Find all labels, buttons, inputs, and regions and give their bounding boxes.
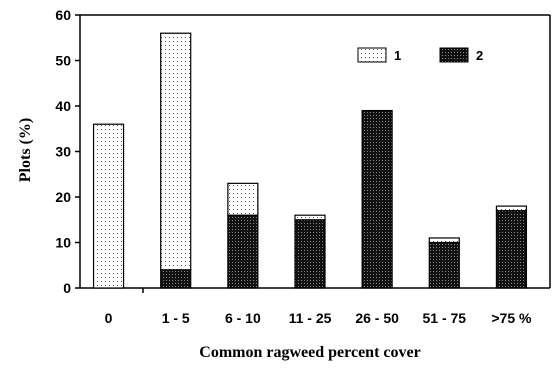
bar-series-2 xyxy=(361,109,393,289)
y-axis-ticks: 0 10 20 30 40 50 60 xyxy=(55,7,80,296)
legend-label-series-1: 1 xyxy=(394,48,401,63)
bar-series-1 xyxy=(294,214,326,221)
y-tick-label: 0 xyxy=(63,280,71,296)
y-tick-label: 20 xyxy=(55,189,71,205)
y-tick-label: 50 xyxy=(55,53,71,69)
bar-series-1 xyxy=(428,237,460,244)
y-tick-label: 60 xyxy=(55,7,71,23)
y-tick-label: 30 xyxy=(55,144,71,160)
x-axis-title: Common ragweed percent cover xyxy=(199,344,420,361)
x-tick-label: 26 - 50 xyxy=(355,310,399,326)
bar-series-1 xyxy=(227,182,259,216)
bar-series-1 xyxy=(495,205,528,212)
y-tick-label: 40 xyxy=(55,98,71,114)
y-tick-label: 10 xyxy=(55,235,71,251)
bar-series-2 xyxy=(227,214,259,289)
bar-series-2 xyxy=(495,210,528,289)
x-tick-label: 6 - 10 xyxy=(225,310,261,326)
x-tick-label: >75 % xyxy=(491,310,532,326)
legend-label-series-2: 2 xyxy=(476,48,483,63)
x-tick-label: 1 - 5 xyxy=(162,310,190,326)
x-tick-label: 0 xyxy=(105,310,113,326)
x-tick-label: 51 - 75 xyxy=(422,310,466,326)
bar-series-2 xyxy=(160,269,192,289)
legend-swatch-series-2 xyxy=(439,47,469,63)
x-tick-label: 11 - 25 xyxy=(289,310,332,326)
legend-swatch-series-1 xyxy=(357,47,387,63)
y-axis-title: Plots (%) xyxy=(17,118,34,182)
bars xyxy=(92,32,528,289)
bar-series-2 xyxy=(428,241,460,289)
bar-series-2 xyxy=(294,219,326,289)
x-axis-ticks: 0 1 - 5 6 - 10 11 - 25 26 - 50 51 - 75 >75 % xyxy=(105,288,532,326)
bar-series-1 xyxy=(92,123,125,289)
bar-series-1 xyxy=(160,32,192,271)
